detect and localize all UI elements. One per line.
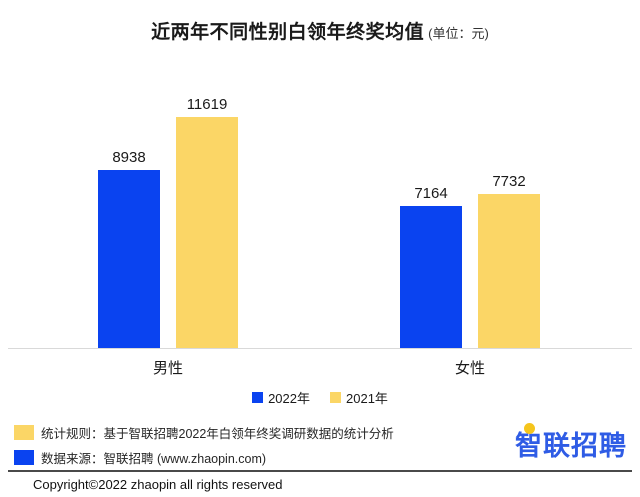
bar-group-male: 8938 11619 — [98, 60, 238, 348]
zhaopin-logo: 智联招聘 — [515, 423, 627, 463]
footnote-text-source: 数据来源：智联招聘 (www.zhaopin.com) — [41, 452, 267, 466]
footnotes: 统计规则：基于智联招聘2022年白领年终奖调研数据的统计分析 数据来源：智联招聘… — [14, 423, 394, 473]
bar-female-2021 — [478, 194, 540, 348]
bar-column-male-2021: 11619 — [176, 97, 238, 348]
footnote-statistics-rule: 统计规则：基于智联招聘2022年白领年终奖调研数据的统计分析 — [14, 423, 394, 442]
bar-value-label: 7732 — [492, 173, 526, 190]
bar-column-female-2021: 7732 — [478, 174, 540, 348]
x-axis-label-female: 女性 — [454, 360, 485, 377]
bar-group-female: 7164 7732 — [400, 60, 540, 348]
bar-value-label: 8938 — [112, 149, 146, 166]
bar-value-label: 7164 — [414, 185, 448, 202]
logo-dot-icon — [524, 423, 535, 434]
footnote-swatch-blue — [14, 450, 34, 465]
legend-swatch-2021 — [330, 392, 341, 403]
footnote-text-rule: 统计规则：基于智联招聘2022年白领年终奖调研数据的统计分析 — [41, 427, 394, 441]
footnote-swatch-yellow — [14, 425, 34, 440]
logo-text: 智联招聘 — [515, 431, 627, 461]
x-axis-line — [8, 348, 632, 349]
legend-label-2022: 2022年 — [268, 391, 310, 406]
chart-title-unit: (单位：元) — [428, 26, 489, 41]
bar-column-male-2022: 8938 — [98, 150, 160, 348]
footnote-data-source: 数据来源：智联招聘 (www.zhaopin.com) — [14, 448, 394, 467]
x-axis-label-male: 男性 — [152, 360, 183, 377]
chart-title-text: 近两年不同性别白领年终奖均值 — [151, 22, 425, 43]
bar-column-female-2022: 7164 — [400, 186, 462, 348]
legend-label-2021: 2021年 — [346, 391, 388, 406]
chart-title: 近两年不同性别白领年终奖均值 (单位：元) — [0, 17, 640, 44]
bar-female-2022 — [400, 206, 462, 348]
footer-divider — [8, 470, 632, 472]
bar-chart: 8938 11619 7164 7732 — [0, 60, 640, 348]
bar-male-2021 — [176, 117, 238, 348]
legend-item-2022: 2022年 — [252, 388, 310, 407]
chart-legend: 2022年 2021年 — [0, 388, 640, 407]
legend-item-2021: 2021年 — [330, 388, 388, 407]
legend-swatch-2022 — [252, 392, 264, 403]
bar-value-label: 11619 — [186, 96, 228, 113]
bar-male-2022 — [98, 170, 160, 348]
copyright-text: Copyright©2022 zhaopin all rights reserv… — [33, 477, 283, 492]
